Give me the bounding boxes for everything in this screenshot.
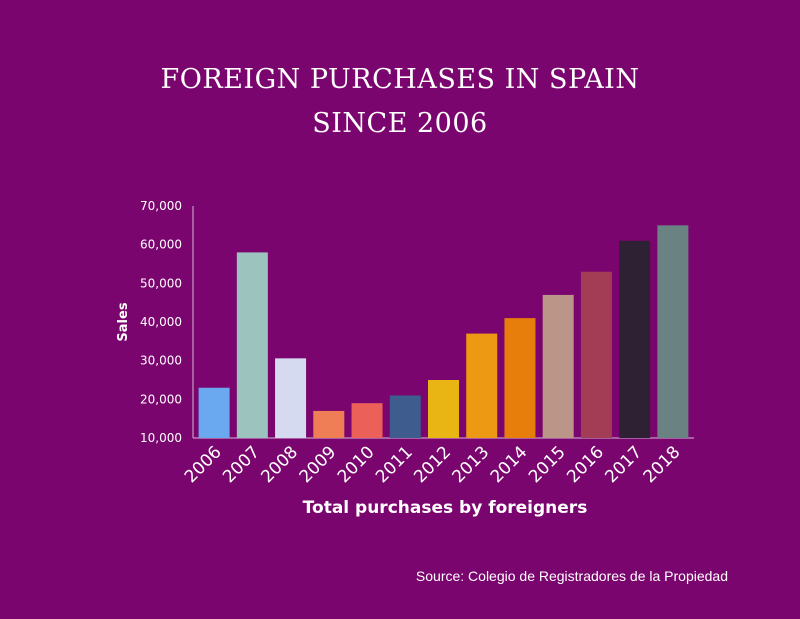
x-axis-label: Total purchases by foreigners bbox=[302, 498, 588, 518]
bar-2009 bbox=[313, 410, 345, 438]
bar-2007 bbox=[236, 252, 268, 438]
source-note: Source: Colegio de Registradores de la P… bbox=[415, 568, 728, 584]
y-tick-label: 50,000 bbox=[140, 276, 182, 290]
bar-2016 bbox=[580, 271, 612, 438]
bar-2013 bbox=[466, 333, 498, 438]
chart-title-line-1: FOREIGN PURCHASES IN SPAIN bbox=[160, 64, 640, 95]
y-tick-label: 20,000 bbox=[140, 392, 182, 406]
chart-title: FOREIGN PURCHASES IN SPAIN SINCE 2006 bbox=[0, 58, 800, 146]
x-tick-label: 2008 bbox=[257, 442, 302, 487]
bar-2014 bbox=[504, 318, 536, 438]
x-tick-label: 2014 bbox=[487, 442, 532, 487]
x-tick-label: 2016 bbox=[563, 442, 608, 487]
y-tick-label: 10,000 bbox=[140, 431, 182, 445]
bar-2018 bbox=[657, 225, 689, 438]
x-tick-label: 2007 bbox=[219, 442, 264, 487]
x-tick-label: 2015 bbox=[525, 442, 570, 487]
y-tick-label: 40,000 bbox=[140, 315, 182, 329]
x-tick-label: 2012 bbox=[410, 442, 455, 487]
x-tick-label: 2017 bbox=[601, 442, 646, 487]
y-axis-label: Sales bbox=[116, 302, 131, 341]
bar-2006 bbox=[198, 387, 230, 438]
bar-2017 bbox=[619, 240, 651, 438]
x-tick-label: 2018 bbox=[640, 442, 685, 487]
bar-2010 bbox=[351, 403, 383, 438]
y-tick-label: 60,000 bbox=[140, 238, 182, 252]
y-tick-label: 70,000 bbox=[140, 199, 182, 213]
x-tick-label: 2009 bbox=[296, 442, 341, 487]
bar-2008 bbox=[275, 358, 307, 438]
x-tick-label: 2010 bbox=[334, 442, 379, 487]
bar-2015 bbox=[542, 294, 574, 438]
y-tick-label: 30,000 bbox=[140, 354, 182, 368]
x-tick-label: 2011 bbox=[372, 442, 417, 487]
bar-2012 bbox=[428, 380, 459, 438]
x-tick-label: 2013 bbox=[449, 442, 494, 487]
x-tick-label: 2006 bbox=[181, 442, 226, 487]
chart-title-line-2: SINCE 2006 bbox=[312, 108, 488, 139]
bar-2011 bbox=[389, 395, 421, 438]
